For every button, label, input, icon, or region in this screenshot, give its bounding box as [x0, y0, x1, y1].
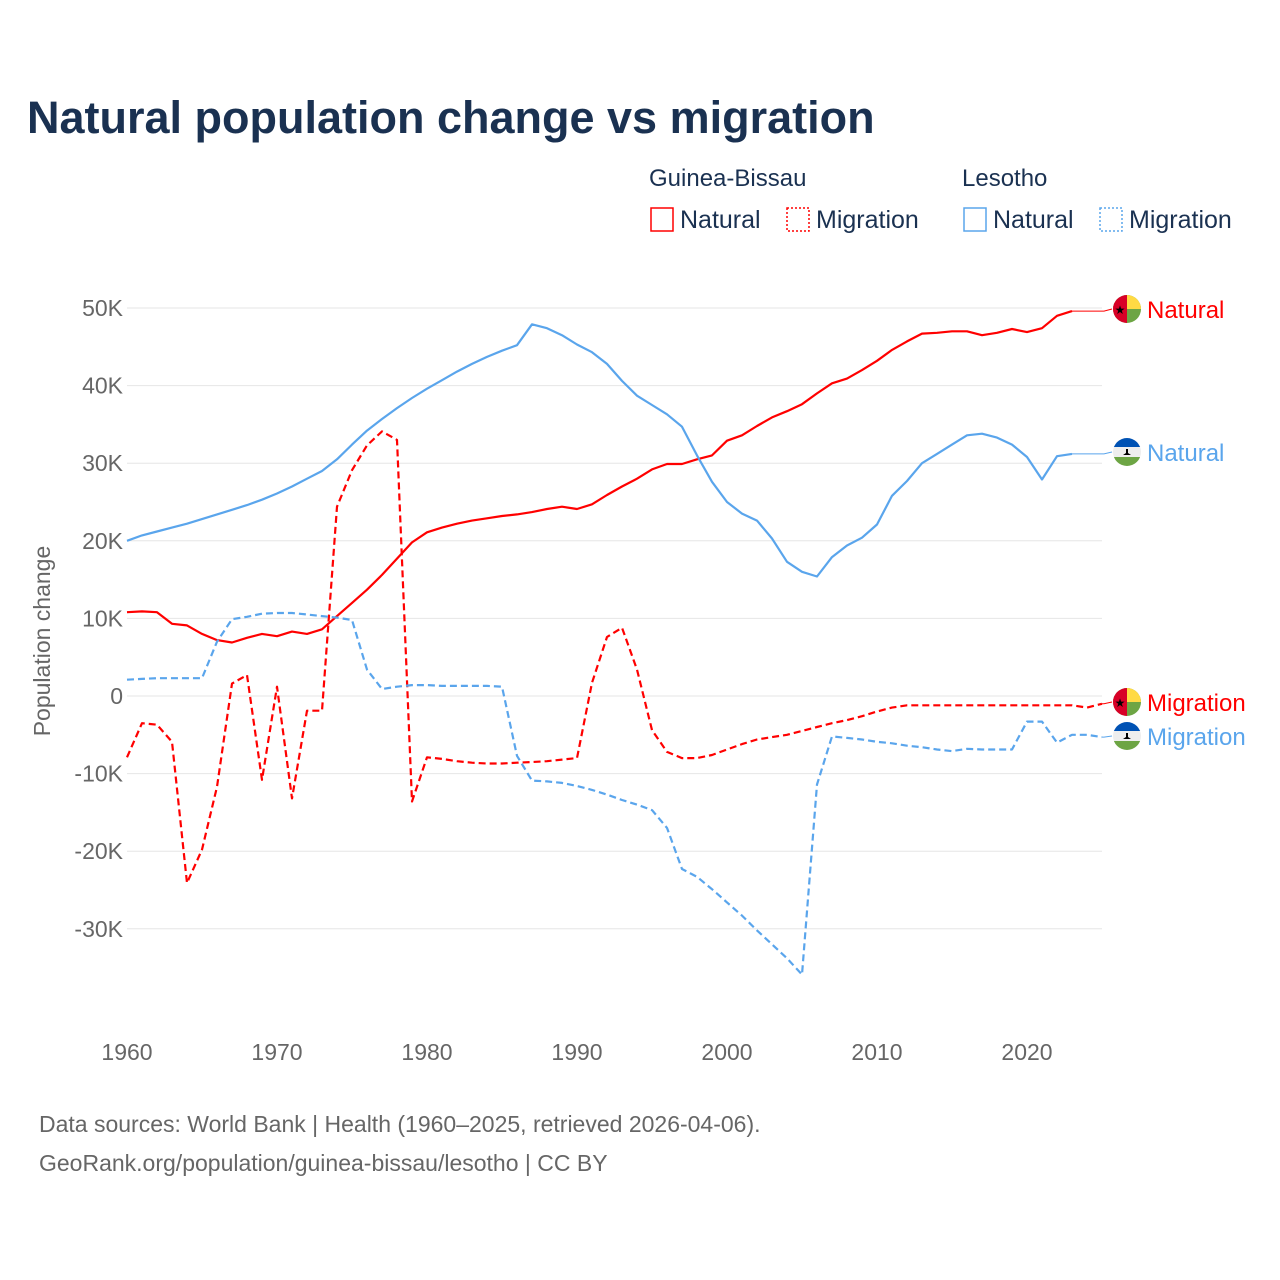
legend-item-gb-migration[interactable]: Migration [816, 206, 919, 234]
series-lines [125, 310, 1103, 976]
end-label-lesotho-natural: Natural [1147, 440, 1224, 467]
series-line-lesotho-natural[interactable] [126, 323, 1073, 578]
end-connector [1102, 701, 1113, 705]
end-label-lesotho-migration: Migration [1147, 724, 1246, 751]
legend-swatch-ls-migration [1099, 207, 1123, 232]
y-tick-label: 20K [82, 528, 124, 554]
legend-swatch-gb-migration [786, 207, 810, 232]
lesotho-flag-icon [1113, 722, 1141, 750]
end-labels: Natural Migration Natural Migration [1072, 295, 1246, 751]
lesotho-flag-icon [1113, 438, 1141, 466]
legend-swatch-gb-natural [650, 207, 674, 232]
series-line-guinea-bissau-natural[interactable] [126, 310, 1073, 644]
y-tick-label: 50K [82, 295, 124, 321]
x-tick-label: 2010 [851, 1039, 902, 1065]
legend-swatch-ls-natural [963, 207, 987, 232]
end-label-guinea-bissau-migration: Migration [1147, 690, 1246, 717]
y-tick-label: 10K [82, 605, 124, 631]
legend-item-gb-natural[interactable]: Natural [680, 206, 761, 234]
y-tick-label: 40K [82, 373, 124, 399]
end-connector [1072, 308, 1113, 312]
y-axis-ticks: 50K 40K 30K 20K 10K 0 -10K -20K -30K [74, 295, 123, 942]
y-tick-label: 30K [82, 450, 124, 476]
legend-item-ls-migration[interactable]: Migration [1129, 206, 1232, 234]
x-tick-label: 2020 [1001, 1039, 1052, 1065]
x-tick-label: 1980 [401, 1039, 452, 1065]
source-line-2[interactable]: GeoRank.org/population/guinea-bissau/les… [39, 1150, 608, 1176]
x-tick-label: 1990 [551, 1039, 602, 1065]
y-tick-label: -10K [74, 761, 123, 787]
x-axis-ticks: 1960 1970 1980 1990 2000 2010 2020 [101, 1039, 1052, 1065]
guinea-bissau-flag-icon [1113, 295, 1141, 323]
guinea-bissau-flag-icon [1113, 688, 1141, 716]
legend-group-guinea-bissau: Guinea-Bissau [649, 165, 806, 192]
y-tick-label: -20K [74, 838, 123, 864]
legend: Guinea-Bissau Natural Migration Lesotho … [649, 165, 1232, 234]
legend-group-lesotho: Lesotho [962, 165, 1047, 192]
x-tick-label: 1960 [101, 1039, 152, 1065]
end-label-guinea-bissau-natural: Natural [1147, 297, 1224, 324]
x-tick-label: 2000 [701, 1039, 752, 1065]
chart-title: Natural population change vs migration [27, 92, 875, 143]
legend-item-ls-natural[interactable]: Natural [993, 206, 1074, 234]
gridlines [127, 307, 1102, 930]
y-tick-label: 0 [110, 683, 123, 709]
source-line-1: Data sources: World Bank | Health (1960–… [39, 1111, 761, 1137]
end-connector [1102, 735, 1113, 738]
end-connector [1072, 451, 1113, 455]
y-axis-label: Population change [29, 546, 55, 737]
series-line-guinea-bissau-migration[interactable] [125, 430, 1103, 885]
series-line-lesotho-migration[interactable] [126, 611, 1103, 976]
x-tick-label: 1970 [251, 1039, 302, 1065]
y-tick-label: -30K [74, 916, 123, 942]
